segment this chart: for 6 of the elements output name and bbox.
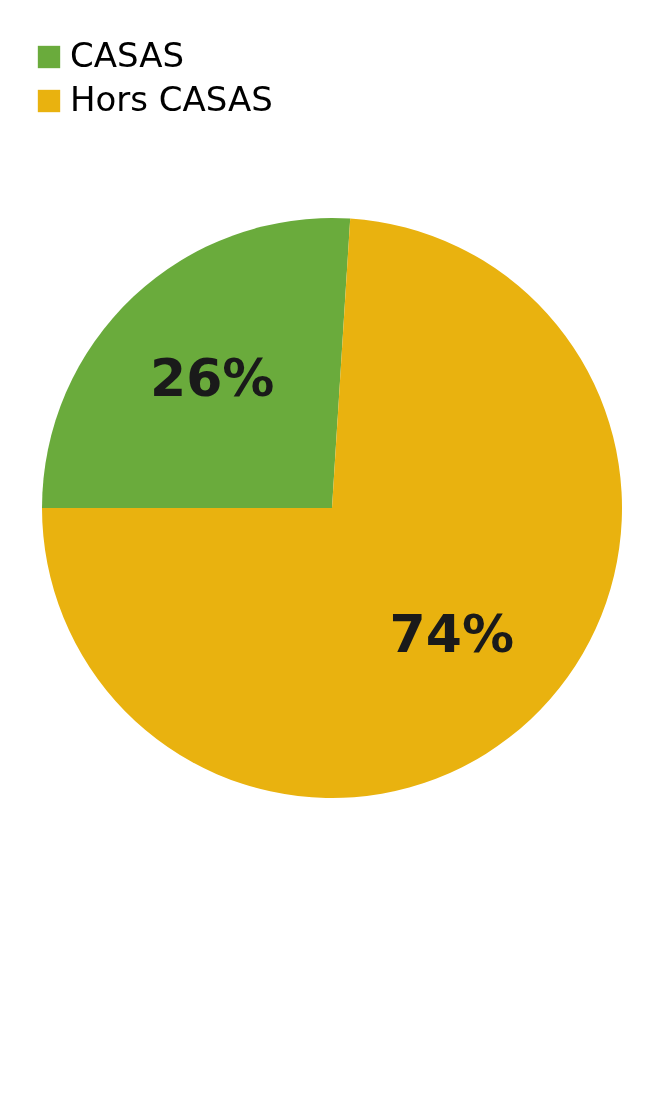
pie-slice — [42, 218, 351, 508]
legend-label: Hors CASAS — [70, 79, 273, 119]
data-label: 26% — [149, 348, 275, 409]
pie-slice — [42, 218, 622, 798]
legend-label: CASAS — [70, 35, 185, 75]
data-label: 74% — [389, 603, 515, 664]
